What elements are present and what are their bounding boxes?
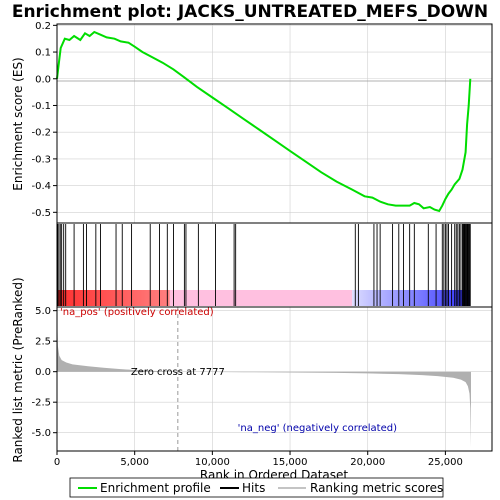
rank-panel-frame — [56, 306, 493, 452]
es-tick-label: 0.1 — [35, 48, 51, 59]
hits-background-positive — [57, 290, 170, 306]
es-axis-label: Enrichment score (ES) — [11, 57, 25, 190]
rank-tick-label: -5.0 — [31, 428, 51, 439]
es-axis-ticks: 0.2 0.1 0.0 -0.1 -0.2 -0.3 -0.4 -0.5 — [31, 21, 57, 219]
chart-title: Enrichment plot: JACKS_UNTREATED_MEFS_DO… — [12, 2, 488, 22]
rank-axis-ticks: 5.0 2.5 0.0 -2.5 -5.0 — [31, 306, 57, 439]
hits-background-neutral — [169, 290, 353, 306]
negative-correlation-label: 'na_neg' (negatively correlated) — [238, 423, 397, 434]
x-tick-label: 20,000 — [350, 457, 385, 468]
legend-label-hits: Hits — [242, 481, 265, 495]
es-tick-label: -0.1 — [31, 101, 51, 112]
x-tick-label: 15,000 — [273, 457, 308, 468]
es-tick-label: -0.3 — [31, 154, 51, 165]
es-tick-label: -0.4 — [31, 181, 51, 192]
es-tick-label: -0.2 — [31, 128, 51, 139]
rank-tick-label: 2.5 — [35, 337, 51, 348]
rank-tick-label: 0.0 — [35, 367, 51, 378]
x-axis-ticks: 0 5,000 10,000 15,000 20,000 25,000 — [54, 451, 463, 468]
positive-correlation-label: 'na_pos' (positively correlated) — [60, 307, 214, 318]
x-tick-label: 0 — [54, 457, 60, 468]
legend: Enrichment profile Hits Ranking metric s… — [69, 477, 444, 498]
hit-marks — [57, 224, 471, 306]
es-panel: 0.2 0.1 0.0 -0.1 -0.2 -0.3 -0.4 -0.5 Enrichment… — [11, 21, 493, 224]
x-tick-label: 25,000 — [428, 457, 463, 468]
es-tick-label: -0.5 — [31, 208, 51, 219]
x-tick-label: 10,000 — [195, 457, 230, 468]
es-profile-line — [56, 30, 472, 213]
es-panel-frame — [56, 23, 493, 224]
rank-gridlines — [56, 307, 492, 451]
legend-box — [69, 477, 444, 498]
rank-metric-panel: Zero cross at 7777 'na_pos' (positively … — [11, 277, 493, 463]
rank-tick-label: 5.0 — [35, 306, 51, 317]
legend-label-ranking: Ranking metric scores — [310, 481, 443, 495]
x-tick-label: 5,000 — [120, 457, 149, 468]
es-tick-label: 0.0 — [35, 74, 51, 85]
zero-cross-label: Zero cross at 7777 — [131, 367, 225, 378]
es-gridlines — [56, 24, 492, 223]
hits-background-negative — [352, 290, 471, 306]
legend-label-enrichment: Enrichment profile — [100, 481, 211, 495]
rank-tick-label: -2.5 — [31, 398, 51, 409]
es-tick-label: 0.2 — [35, 21, 51, 32]
rank-axis-label: Ranked list metric (PreRanked) — [11, 277, 25, 462]
hits-panel — [56, 222, 493, 308]
